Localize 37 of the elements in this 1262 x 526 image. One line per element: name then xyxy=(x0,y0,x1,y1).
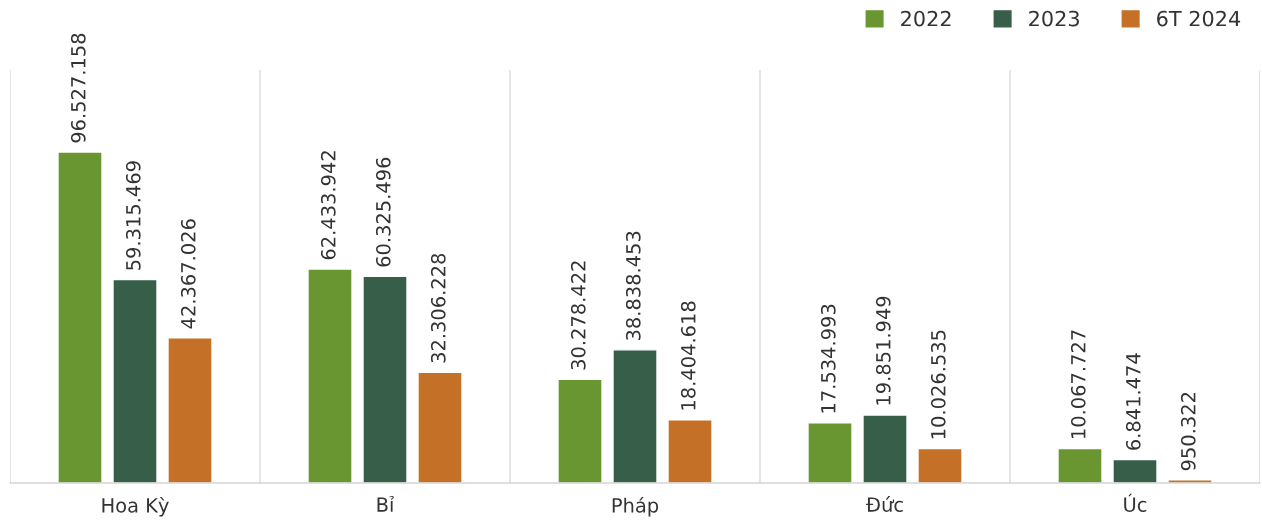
data-label: 18.404.618 xyxy=(680,301,696,410)
data-label: 42.367.026 xyxy=(180,219,196,329)
bar xyxy=(417,371,463,483)
bar xyxy=(862,414,908,483)
bar xyxy=(1112,458,1158,483)
data-label: 60.325.496 xyxy=(375,157,391,267)
x-tick-label: Bỉ xyxy=(377,495,394,512)
legend-label: 6T 2024 xyxy=(1157,10,1241,27)
data-label: 96.527.158 xyxy=(70,33,86,143)
data-label: 950.322 xyxy=(1180,392,1196,471)
bar xyxy=(167,337,213,483)
data-label: 62.433.942 xyxy=(320,151,336,260)
bar xyxy=(667,419,713,483)
bar xyxy=(362,275,408,483)
data-label: 30.278.422 xyxy=(570,261,586,370)
data-label: 10.026.535 xyxy=(930,330,946,439)
legend-label: 2022 xyxy=(901,10,951,27)
bar xyxy=(807,422,853,483)
x-tick-label: Úc xyxy=(1124,493,1147,512)
data-label: 19.851.949 xyxy=(875,296,891,405)
bar xyxy=(112,278,158,483)
bar xyxy=(612,349,658,483)
data-label: 6.841.474 xyxy=(1125,353,1141,450)
data-label: 17.534.993 xyxy=(820,304,836,413)
data-label: 32.306.228 xyxy=(430,253,446,363)
legend-label: 2023 xyxy=(1029,10,1079,27)
data-label: 10.067.727 xyxy=(1070,330,1086,439)
x-tick-label: Pháp xyxy=(612,496,659,517)
bar xyxy=(1057,447,1103,483)
bar xyxy=(917,447,963,483)
data-label: 59.315.469 xyxy=(125,161,141,270)
data-label: 38.838.453 xyxy=(625,231,641,341)
bar xyxy=(307,268,353,483)
x-tick-label: Hoa Kỳ xyxy=(102,496,169,517)
x-tick-label: Đức xyxy=(866,496,903,512)
bar xyxy=(557,378,603,483)
bar xyxy=(57,151,103,483)
